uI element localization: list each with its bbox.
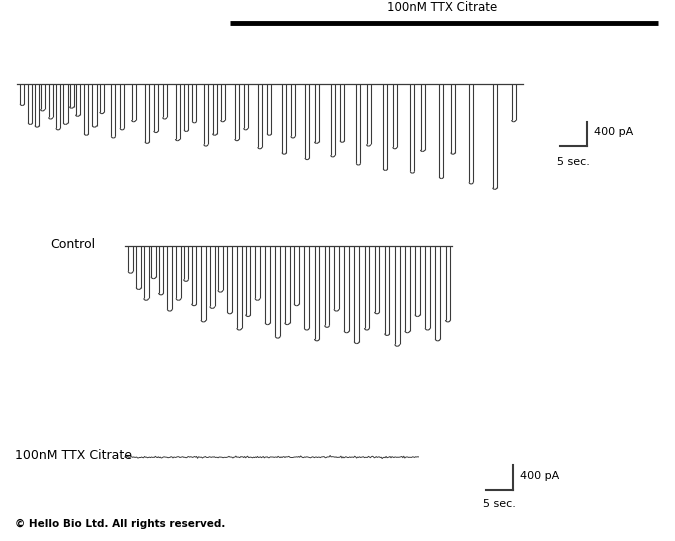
Text: 5 sec.: 5 sec. — [483, 499, 516, 509]
Text: 400 pA: 400 pA — [520, 471, 559, 481]
Text: Control: Control — [51, 238, 96, 251]
Text: © Hello Bio Ltd. All rights reserved.: © Hello Bio Ltd. All rights reserved. — [15, 519, 225, 529]
Text: 5 sec.: 5 sec. — [558, 157, 590, 167]
Text: 400 pA: 400 pA — [594, 127, 633, 137]
Text: 100nM TTX Citrate: 100nM TTX Citrate — [387, 1, 497, 14]
Text: 100nM TTX Citrate: 100nM TTX Citrate — [15, 449, 132, 462]
